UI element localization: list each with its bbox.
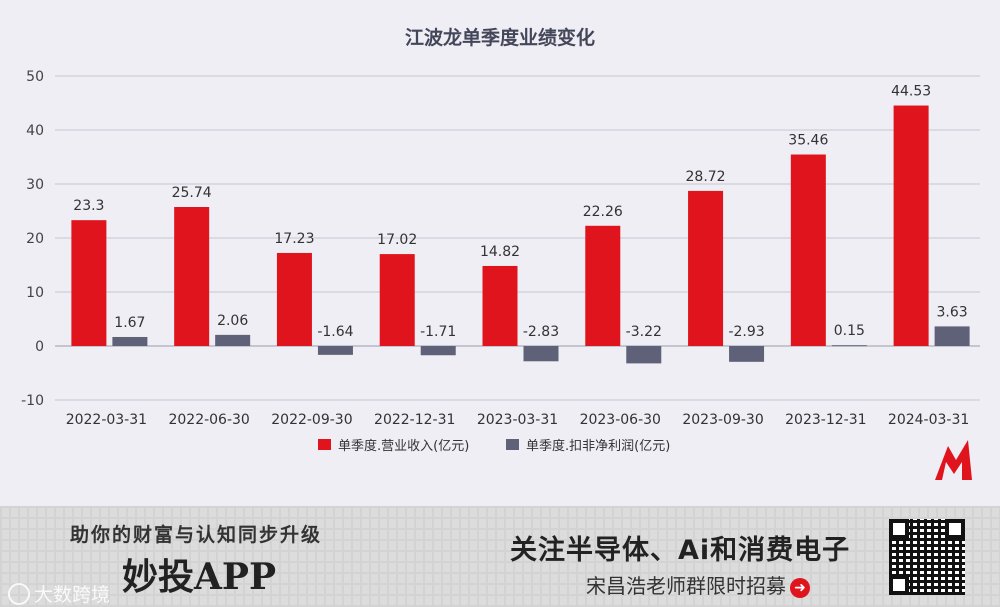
data-label: 1.67 — [114, 315, 145, 331]
promo-footer: 助你的财富与认知同步升级 妙投APP 大数跨境 关注半导体、Ai和消费电子 宋昌… — [0, 506, 1000, 607]
recruit-link[interactable]: 宋昌浩老师群限时招募 ➜ — [586, 570, 810, 599]
x-tick-label: 2023-06-30 — [580, 412, 661, 428]
watermark: 大数跨境 — [8, 580, 110, 607]
legend: 单季度.营业收入(亿元) 单季度.扣非净利润(亿元) — [318, 438, 670, 454]
qr-code-icon — [889, 519, 965, 595]
chart-title: 江波龙单季度业绩变化 — [405, 26, 595, 49]
data-label: 2.06 — [217, 313, 248, 329]
slogan: 助你的财富与认知同步升级 — [70, 524, 323, 546]
data-label: 23.3 — [73, 198, 104, 214]
data-label: 35.46 — [788, 133, 828, 149]
chart: 江波龙单季度业绩变化 50 40 30 20 10 0 -10 23.3 1.67 25.74 2… — [21, 26, 980, 480]
revenue-bar — [174, 207, 210, 346]
data-label: 14.82 — [480, 244, 520, 260]
follow-text: 关注半导体、Ai和消费电子 — [510, 535, 851, 566]
x-tick-label: 2024-03-31 — [888, 412, 969, 428]
legend-swatch-profit — [506, 439, 519, 450]
revenue-bar — [893, 105, 929, 347]
y-tick-label: 20 — [26, 231, 44, 247]
x-tick-label: 2022-12-31 — [374, 412, 455, 428]
data-label: 3.63 — [937, 304, 968, 320]
profit-bar — [317, 346, 353, 355]
profit-bar — [831, 345, 867, 347]
profit-bar — [934, 326, 970, 346]
watermark-logo-icon — [8, 583, 30, 605]
data-label: 17.23 — [274, 231, 314, 247]
x-tick-label: 2023-12-31 — [785, 412, 866, 428]
data-label: -3.22 — [626, 324, 662, 340]
profit-bar — [112, 336, 148, 346]
revenue-bar — [276, 252, 312, 346]
data-label: 22.26 — [583, 204, 623, 220]
revenue-bar — [71, 220, 107, 346]
x-tick-label: 2022-06-30 — [168, 412, 249, 428]
brand-logo-icon — [935, 440, 972, 480]
y-tick-label: 40 — [26, 123, 44, 139]
data-label: 44.53 — [891, 84, 931, 100]
profit-bar — [729, 346, 765, 362]
arrow-right-icon: ➜ — [790, 578, 810, 598]
data-label: -2.93 — [728, 324, 764, 340]
data-label: 25.74 — [172, 185, 212, 201]
data-label: 0.15 — [834, 323, 865, 339]
legend-label: 单季度.扣非净利润(亿元) — [526, 438, 670, 454]
legend-swatch-revenue — [318, 439, 331, 450]
watermark-text: 大数跨境 — [34, 584, 111, 606]
x-tick-label: 2022-03-31 — [66, 412, 147, 428]
data-label: -2.83 — [523, 324, 559, 340]
data-label: -1.71 — [420, 324, 456, 340]
data-label: 17.02 — [377, 232, 417, 248]
x-tick-label: 2023-03-31 — [477, 412, 558, 428]
app-name: 妙投APP — [122, 556, 277, 598]
y-tick-label: -10 — [21, 393, 44, 409]
revenue-bar — [482, 265, 518, 346]
revenue-bar — [585, 225, 621, 346]
legend-label: 单季度.营业收入(亿元) — [338, 438, 469, 454]
y-tick-label: 30 — [26, 177, 44, 193]
x-tick-label: 2022-09-30 — [271, 412, 352, 428]
recruit-text: 宋昌浩老师群限时招募 — [586, 574, 786, 598]
data-label: -1.64 — [317, 324, 353, 340]
revenue-bar — [379, 254, 415, 346]
profit-bar — [626, 346, 662, 364]
profit-bar — [523, 346, 559, 362]
revenue-bar — [688, 190, 724, 346]
revenue-bar — [790, 154, 826, 346]
profit-bar — [420, 346, 456, 356]
x-tick-label: 2023-09-30 — [682, 412, 763, 428]
data-label: 28.72 — [686, 169, 726, 185]
y-tick-label: 10 — [26, 285, 44, 301]
profit-bar — [215, 334, 251, 346]
y-tick-label: 50 — [26, 69, 44, 85]
y-tick-label: 0 — [35, 339, 44, 355]
